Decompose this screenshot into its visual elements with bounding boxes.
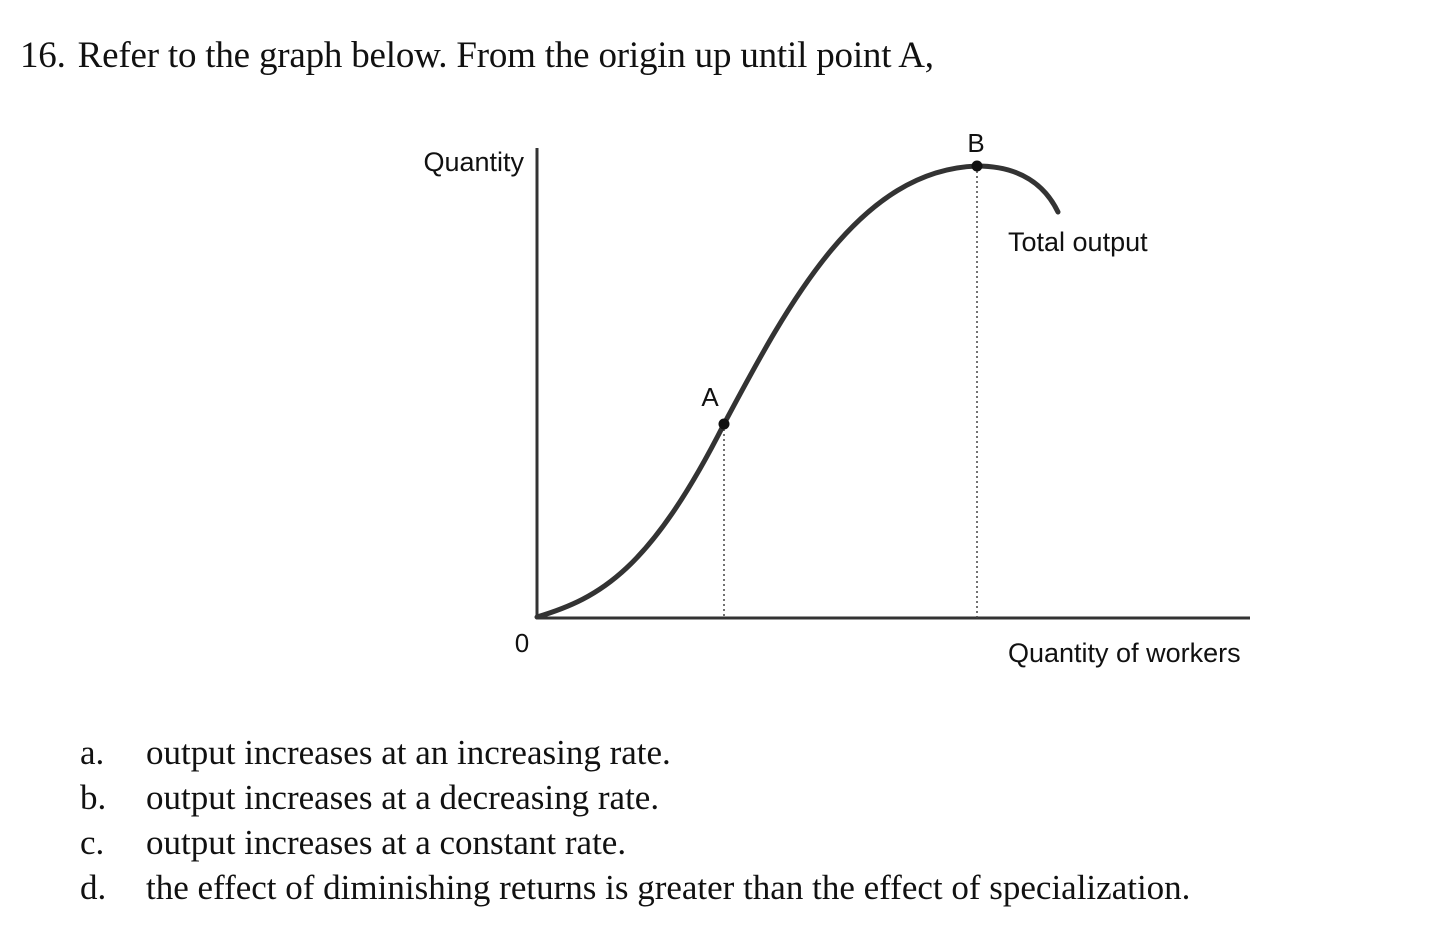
series-label-total-output: Total output: [1008, 227, 1148, 257]
total-output-curve: [534, 163, 1061, 620]
point-b-marker: [971, 160, 983, 172]
y-axis-label: Quantity: [423, 147, 524, 177]
point-a-marker: [718, 418, 730, 430]
choice-c[interactable]: c. output increases at a constant rate.: [80, 820, 1190, 865]
choice-a[interactable]: a. output increases at an increasing rat…: [80, 730, 1190, 775]
question-number: 16.: [20, 35, 66, 76]
answer-choices: a. output increases at an increasing rat…: [80, 730, 1190, 910]
choice-letter: d.: [80, 868, 107, 907]
choice-text: output increases at a decreasing rate.: [146, 778, 660, 817]
total-output-graph: Quantity Quantity of workers 0 A B Total…: [423, 128, 1250, 668]
choice-text: output increases at an increasing rate.: [146, 733, 671, 772]
choice-text: output increases at a constant rate.: [146, 823, 627, 862]
origin-label: 0: [515, 628, 529, 658]
choice-d[interactable]: d. the effect of diminishing returns is …: [80, 865, 1190, 910]
choice-b[interactable]: b. output increases at a decreasing rate…: [80, 775, 1190, 820]
choice-letter: b.: [80, 778, 107, 817]
point-a-label: A: [701, 382, 719, 412]
choice-letter: a.: [80, 733, 105, 772]
point-b-label: B: [967, 128, 984, 158]
question-text: Refer to the graph below. From the origi…: [77, 35, 934, 76]
choice-text: the effect of diminishing returns is gre…: [146, 868, 1191, 907]
question-heading: 16. Refer to the graph below. From the or…: [20, 34, 934, 77]
choice-letter: c.: [80, 823, 105, 862]
x-axis-label: Quantity of workers: [1008, 638, 1241, 668]
